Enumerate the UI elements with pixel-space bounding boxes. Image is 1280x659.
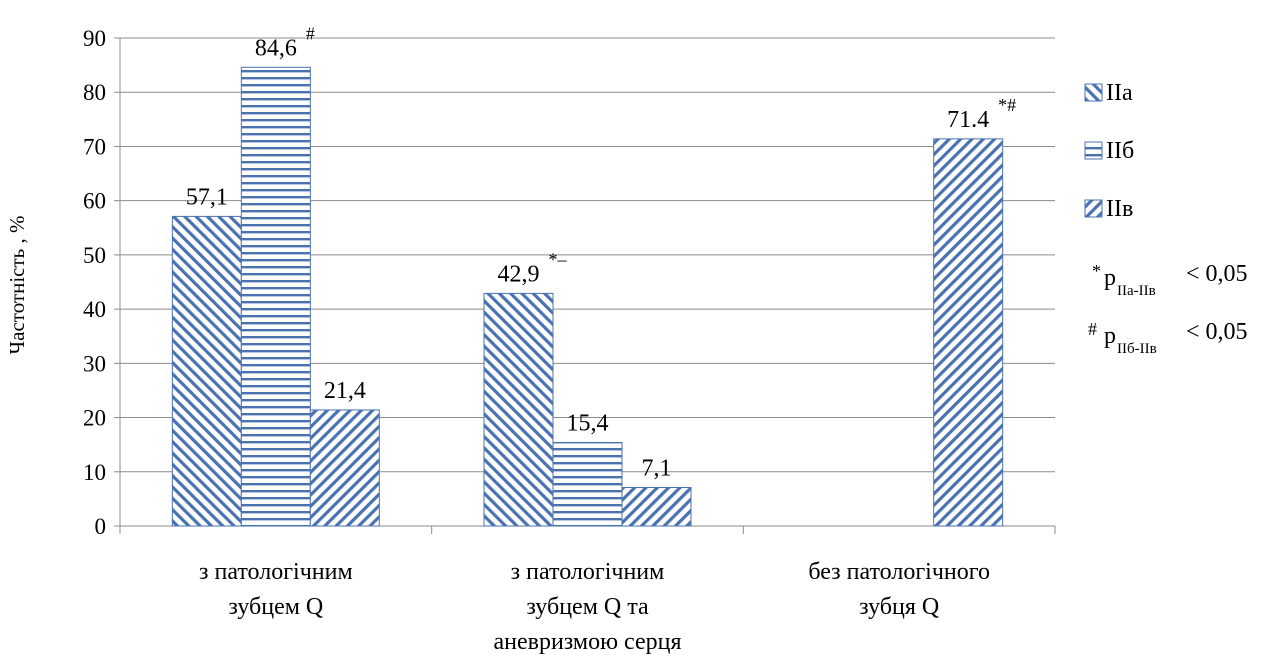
data-labels: 57,1 84,6 #21,4 42,9 *– 15,4 7,1 71.4 *# [186, 23, 1016, 481]
data-label: 57,1 [186, 184, 228, 210]
data-label: 84,6 [255, 35, 297, 61]
y-axis-label: Частотність , % [5, 216, 29, 355]
bars [171, 66, 1004, 527]
bar-IIa-2 [483, 292, 554, 527]
significance-mark: # [306, 23, 315, 43]
category-label: зубця Q [859, 594, 939, 620]
significance-mark: *– [549, 249, 568, 269]
y-tick-label: 90 [83, 26, 106, 51]
legend-swatch-IIб [1084, 141, 1103, 160]
note-threshold: < 0,05 [1186, 319, 1248, 345]
data-label: 42,9 [498, 261, 540, 287]
category-label: зубцем Q та [526, 594, 649, 620]
y-tick-label: 20 [83, 406, 106, 431]
legend-label: IIв [1106, 196, 1133, 222]
bar-IIб-2 [552, 441, 623, 527]
note-symbol: # [1088, 319, 1097, 339]
note-threshold: < 0,05 [1186, 261, 1248, 287]
legend-swatch-IIa [1084, 83, 1103, 102]
note-p: p [1104, 265, 1116, 291]
y-tick-labels: 0 10 20 30 40 50 60 70 80 90 [83, 26, 106, 539]
data-label: 7,1 [642, 456, 672, 482]
bar-IIб-1 [240, 66, 311, 527]
significance-notes: * p IIa-IIв< 0,05# p IIб-IIв< 0,05 [1088, 261, 1248, 357]
y-tick-label: 80 [83, 80, 106, 105]
data-label: 71.4 [947, 107, 989, 133]
note-p: p [1104, 323, 1116, 349]
legend: IIa IIб IIв [1084, 80, 1134, 222]
note-symbol: * [1092, 261, 1101, 281]
note-subscript: IIб-IIв [1117, 341, 1157, 357]
y-tick-label: 30 [83, 351, 106, 376]
note-subscript: IIa-IIв [1117, 283, 1156, 299]
category-label: без патологічного [808, 559, 990, 585]
y-tick-label: 0 [95, 514, 107, 539]
y-tick-label: 60 [83, 189, 106, 214]
y-tick-label: 10 [83, 460, 106, 485]
bar-IIв-1 [309, 409, 380, 527]
bar-IIв-2 [621, 487, 692, 527]
legend-label: IIб [1106, 138, 1134, 164]
y-tick-label: 70 [83, 134, 106, 159]
bar-IIa-1 [171, 215, 242, 527]
legend-swatch-IIв [1084, 199, 1103, 218]
y-tick-label: 40 [83, 297, 106, 322]
category-label: аневризмою серця [493, 629, 681, 655]
legend-label: IIa [1106, 80, 1133, 106]
category-label: з патологічним [511, 559, 665, 585]
y-tick-label: 50 [83, 243, 106, 268]
data-label: 21,4 [324, 378, 366, 404]
category-labels: з патологічним зубцем Q з патологічним зубц… [199, 559, 990, 655]
significance-mark: *# [998, 95, 1016, 115]
category-label: з патологічним [199, 559, 353, 585]
data-label: 15,4 [567, 410, 609, 436]
bar-IIв-3 [933, 138, 1004, 527]
category-label: зубцем Q [228, 594, 323, 620]
